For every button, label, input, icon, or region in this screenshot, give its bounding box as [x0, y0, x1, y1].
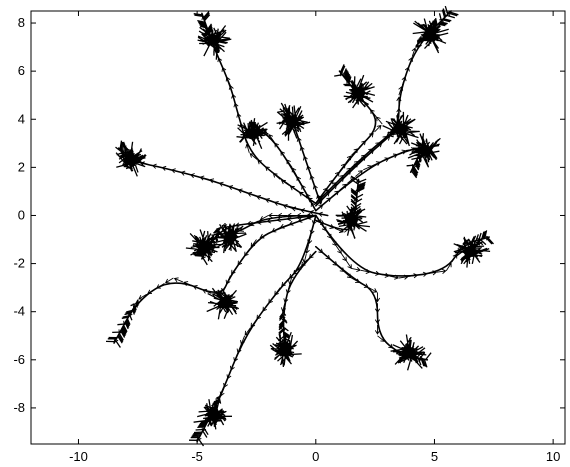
quiver-arrow: [164, 277, 174, 284]
quiver-arrow: [368, 287, 378, 293]
trajectory-layer: [113, 10, 490, 443]
x-tick-label: 0: [312, 449, 319, 464]
plot-frame: [30, 10, 566, 445]
quiver-arrow: [374, 324, 381, 335]
arrow-cluster-5: [412, 5, 459, 54]
trajectory-0: [118, 147, 329, 217]
trajectory-12: [113, 214, 317, 344]
y-tick-label: 8: [18, 15, 25, 30]
trajectory-5: [315, 10, 452, 207]
cluster-core-6: [352, 87, 365, 99]
cluster-core-10: [223, 231, 237, 243]
x-tick-label: 10: [546, 449, 560, 464]
y-tick-label: -2: [13, 256, 25, 271]
cluster-core-14: [278, 344, 292, 356]
y-tick-label: 4: [18, 111, 25, 126]
y-axis-ticks: -8 -6 -4 -2 0 2 4 6 8: [13, 15, 565, 415]
x-axis-ticks: -10 -5 0 5 10: [69, 11, 560, 464]
quiver-arrow: [335, 245, 342, 254]
quiver-arrow: [375, 116, 383, 125]
y-tick-label: 2: [18, 159, 25, 174]
quiver-arrow: [173, 277, 184, 283]
quiver-arrow: [345, 260, 352, 270]
quiver-arrow: [267, 212, 278, 219]
x-tick-label: 5: [431, 449, 438, 464]
trajectory-7: [315, 148, 420, 212]
cluster-core-0: [124, 154, 138, 166]
trajectory-14: [282, 250, 317, 356]
cluster-layer: [105, 5, 494, 447]
arrow-cluster-13: [188, 395, 233, 447]
y-tick-label: 6: [18, 63, 25, 78]
cluster-core-9: [344, 214, 358, 226]
cluster-core-3: [285, 116, 299, 128]
cluster-core-8: [463, 246, 477, 257]
quiver-arrow: [436, 268, 447, 274]
cluster-core-15: [401, 347, 415, 358]
cluster-core-2: [245, 128, 259, 140]
trajectory-1: [201, 12, 317, 205]
cluster-core-7: [418, 145, 432, 156]
cluster-core-13: [207, 409, 221, 421]
x-tick-label: -5: [191, 449, 203, 464]
y-tick-label: -6: [13, 352, 25, 367]
y-tick-label: -4: [13, 304, 25, 319]
arrows-layer: [113, 11, 490, 442]
cluster-core-11: [197, 241, 211, 253]
arrow-cluster-14: [269, 311, 302, 368]
cluster-core-12: [219, 296, 233, 308]
x-tick-label: -10: [69, 449, 88, 464]
cluster-core-4: [394, 123, 408, 135]
y-tick-label: 0: [18, 207, 25, 222]
arrow-cluster-12: [105, 287, 240, 348]
quiver-arrow: [340, 253, 347, 262]
trajectory-6: [315, 70, 377, 205]
cluster-core-5: [423, 29, 437, 41]
quiver-arrow: [374, 124, 382, 133]
y-tick-label: -8: [13, 400, 25, 415]
quiver-arrow: [351, 266, 362, 273]
cluster-core-1: [207, 34, 221, 46]
trajectory-13: [196, 214, 317, 443]
trajectory-8: [315, 214, 490, 277]
